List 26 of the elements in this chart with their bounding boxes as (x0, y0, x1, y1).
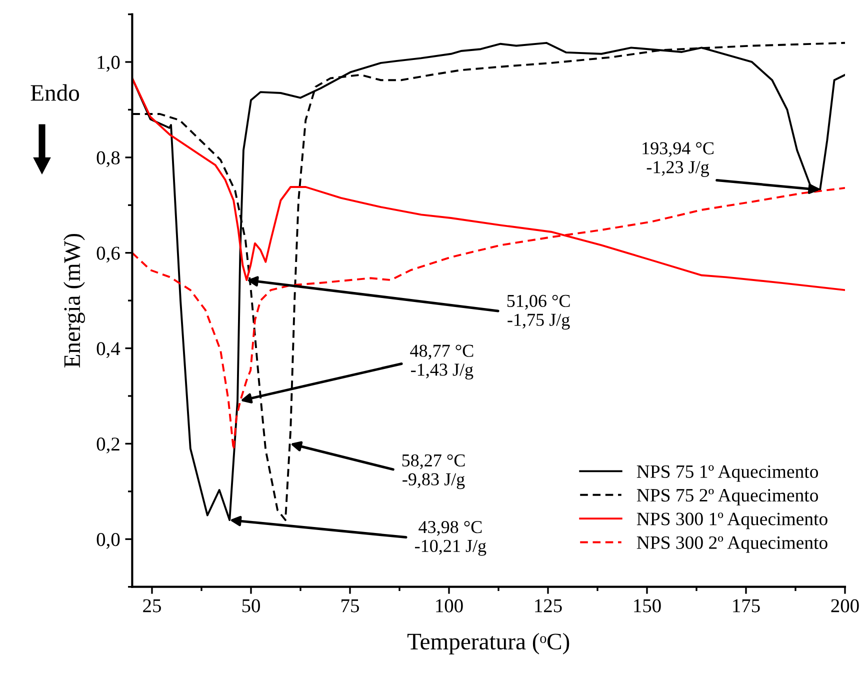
text: Endo (30, 84, 80, 101)
x-tick-label: 25 (143, 599, 161, 612)
annotation: 193,94 °C -1,23 J/g (642, 142, 714, 177)
y-tick-label: 0,4 (96, 342, 120, 358)
annotation: 58,27 °C -9,83 J/g (402, 454, 465, 490)
x-tick-label: 100 (436, 599, 463, 612)
annotation: 48,77 °C -1,43 J/g (410, 344, 474, 380)
x-tick-label: 150 (634, 599, 661, 612)
y-tick-label: 0,6 (96, 246, 120, 263)
legend-label: NPS 300 2º Aquecimento (636, 536, 828, 553)
annotation: 51,06 °C -1,75 J/g (507, 294, 570, 330)
annotation: 43,98 °C -10,21 J/g (415, 520, 486, 556)
x-tick-label: 50 (242, 599, 260, 612)
legend-label: NPS 75 1º Aquecimento (636, 465, 818, 482)
legend-label: NPS 75 2º Aquecimento (636, 488, 818, 506)
y-tick-label: 1,0 (98, 56, 120, 72)
x-tick-label: 75 (342, 599, 359, 612)
y-axis-title: Energia (mW) (63, 234, 85, 368)
y-tick-label: 0,0 (96, 532, 120, 549)
x-tick-label: 200 (831, 599, 859, 612)
y-tick-label: 0,2 (96, 438, 120, 454)
legend-label: NPS 300 1º Aquecimento (636, 512, 828, 530)
x-axis-title: Temperatura (ᵒC) (407, 632, 570, 654)
x-tick-label: 175 (733, 599, 760, 612)
y-tick-label: 0,8 (96, 151, 120, 168)
x-tick-label: 125 (535, 599, 562, 612)
